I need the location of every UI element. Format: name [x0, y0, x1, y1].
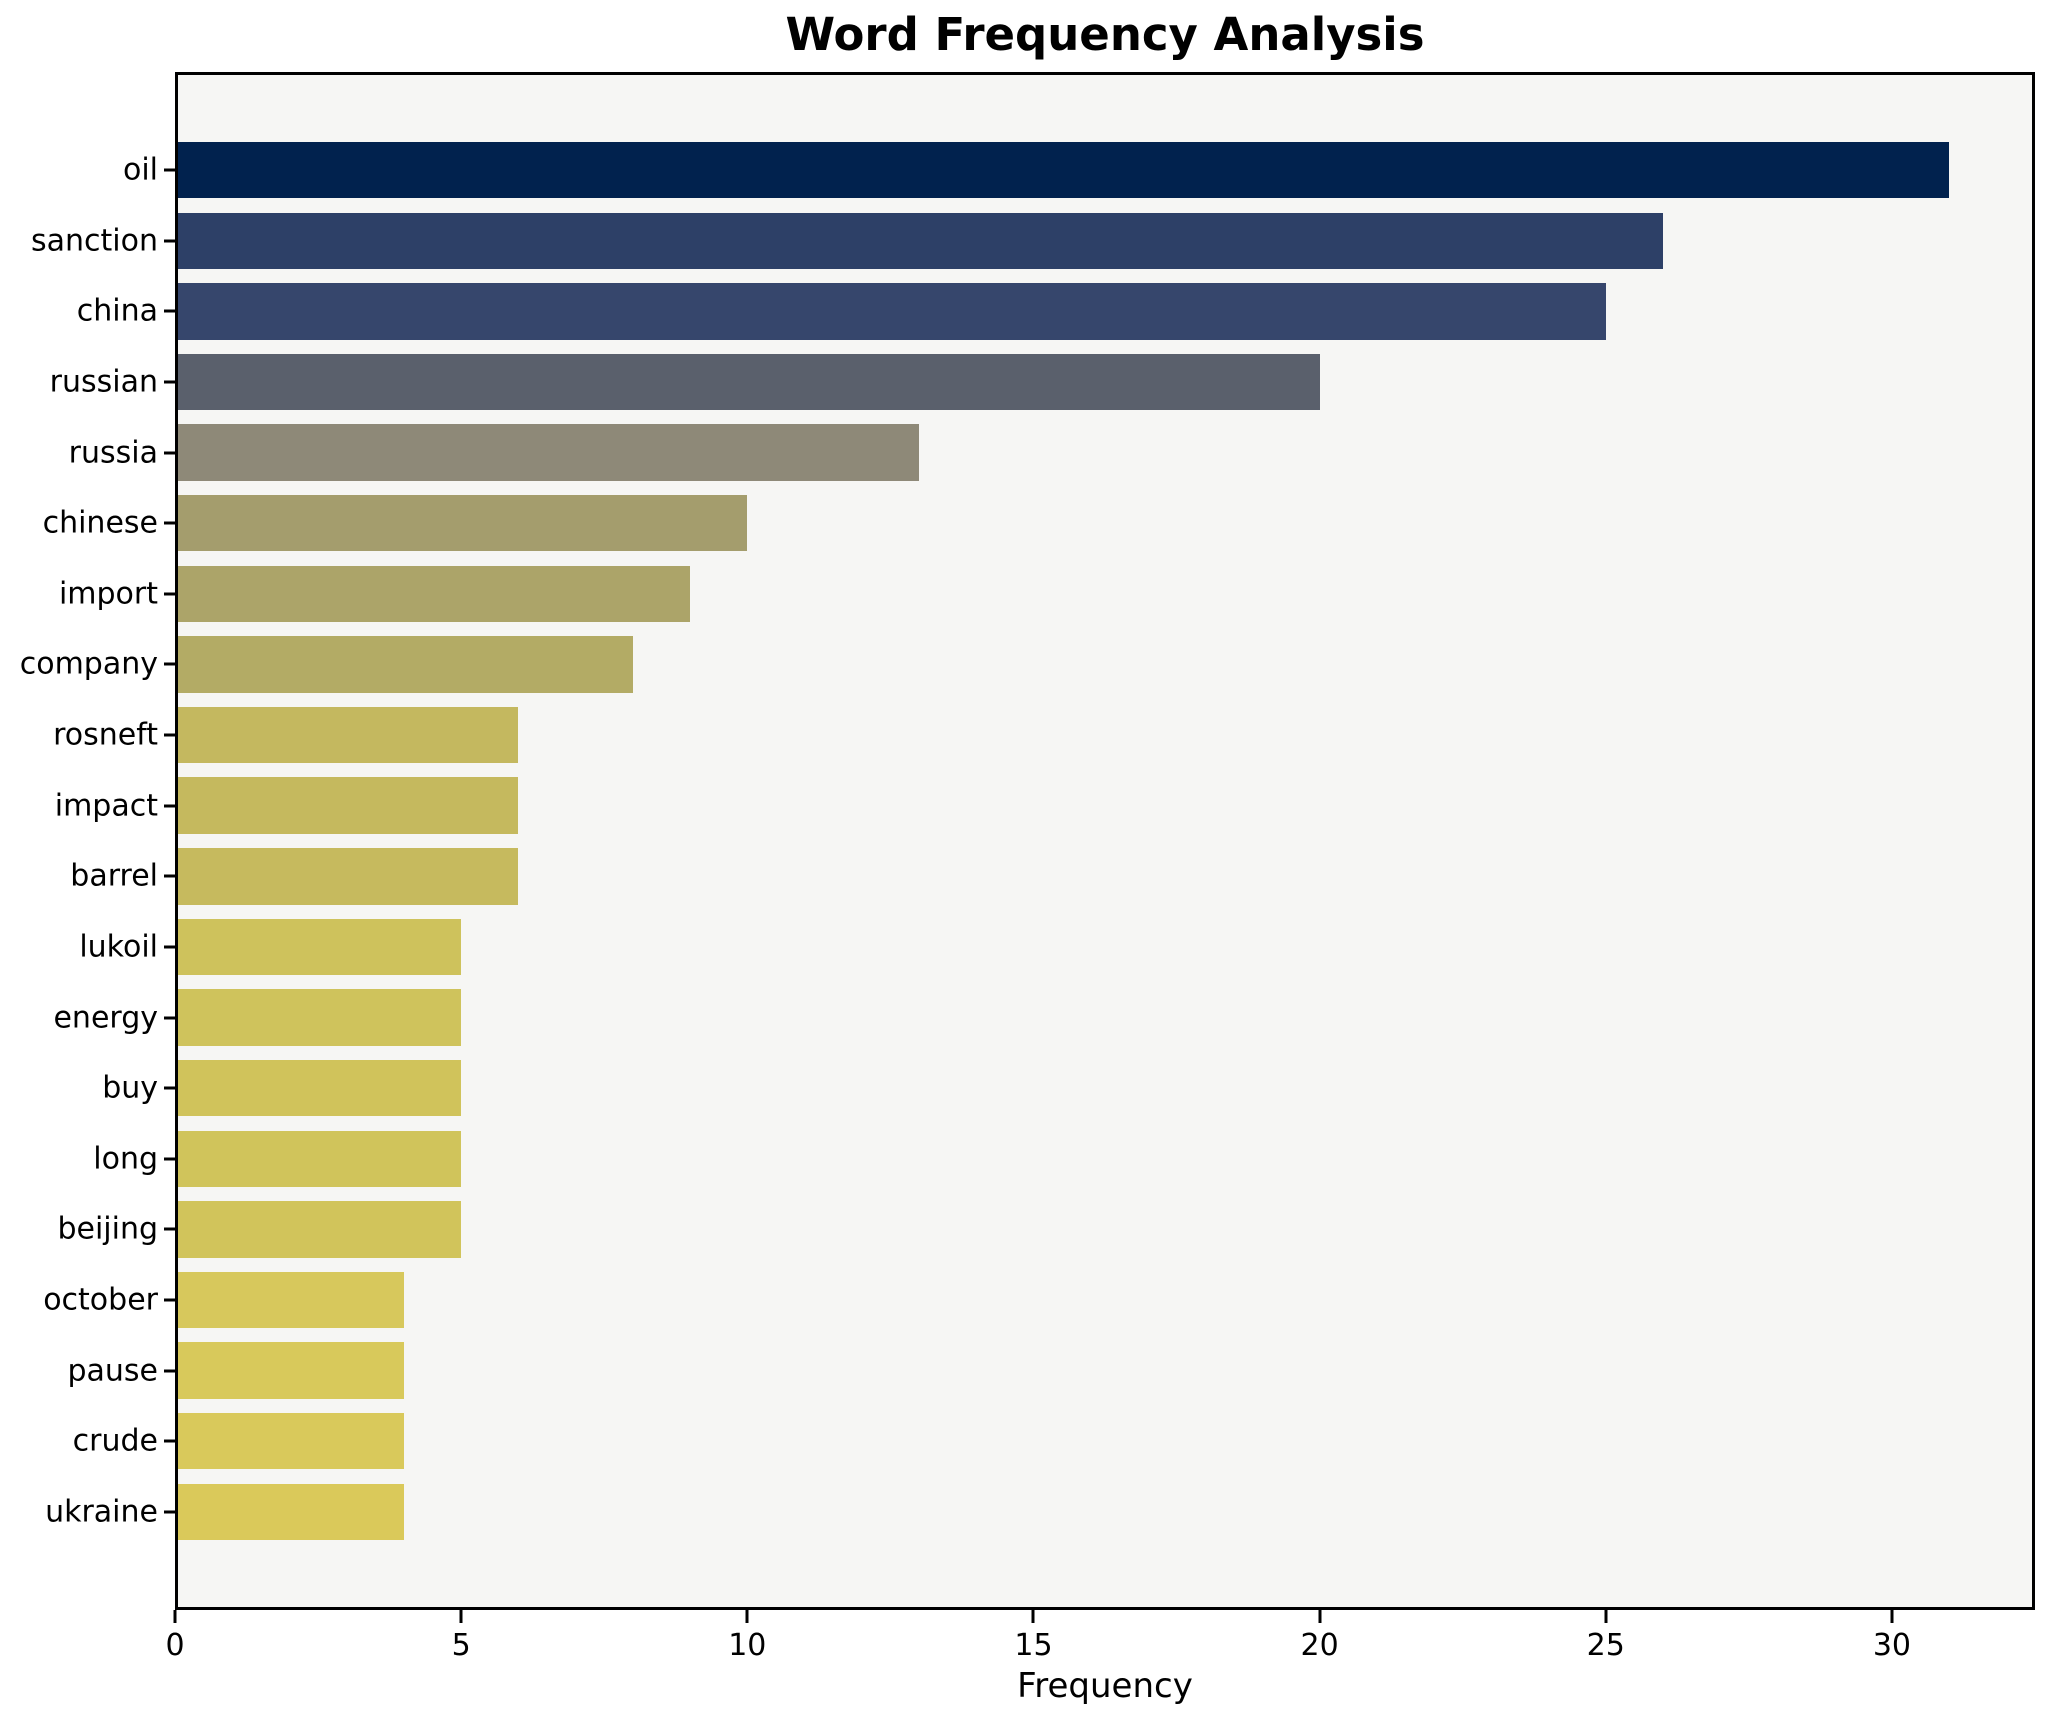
y-tick-mark [164, 1369, 175, 1373]
x-axis-label: Frequency [1017, 1666, 1193, 1706]
x-tick-mark [1318, 1610, 1322, 1623]
y-tick-mark [164, 239, 175, 243]
y-tick-label-import: import [58, 576, 158, 612]
y-tick-label-impact: impact [54, 788, 158, 824]
x-tick-mark [1890, 1610, 1894, 1623]
y-tick-mark [164, 309, 175, 313]
y-tick-label-russian: russian [49, 364, 158, 400]
y-tick-mark [164, 592, 175, 596]
y-tick-mark [164, 1016, 175, 1020]
y-tick-mark [164, 874, 175, 878]
x-tick-label-15: 15 [1014, 1628, 1053, 1663]
y-tick-label-buy: buy [102, 1070, 158, 1106]
y-tick-label-energy: energy [53, 1000, 158, 1036]
y-tick-mark [164, 380, 175, 384]
y-tick-mark [164, 521, 175, 525]
bar-beijing [175, 1201, 462, 1258]
x-tick-label-10: 10 [728, 1628, 767, 1663]
y-tick-label-china: china [76, 293, 158, 329]
y-tick-label-long: long [93, 1141, 158, 1177]
y-tick-mark [164, 1227, 175, 1231]
x-tick-mark [1604, 1610, 1608, 1623]
bar-russia [175, 424, 919, 481]
x-tick-label-20: 20 [1300, 1628, 1339, 1663]
bar-crude [175, 1412, 404, 1470]
y-tick-label-ukraine: ukraine [45, 1494, 158, 1530]
bar-rosneft [175, 706, 519, 764]
y-tick-label-oil: oil [122, 152, 158, 188]
bar-energy [175, 989, 462, 1046]
chart-title: Word Frequency Analysis [785, 8, 1425, 61]
bar-import [175, 565, 691, 623]
bar-buy [175, 1059, 462, 1117]
y-tick-mark [164, 1439, 175, 1443]
y-tick-label-pause: pause [67, 1353, 158, 1389]
y-tick-mark [164, 733, 175, 737]
y-tick-mark [164, 1086, 175, 1090]
x-tick-mark [745, 1610, 749, 1623]
y-tick-label-sanction: sanction [31, 223, 158, 259]
y-tick-mark [164, 804, 175, 808]
bar-sanction [175, 212, 1663, 269]
x-tick-label-25: 25 [1586, 1628, 1625, 1663]
y-tick-label-crude: crude [72, 1423, 158, 1459]
bar-lukoil [175, 918, 462, 976]
bar-long [175, 1130, 462, 1187]
y-tick-mark [164, 1157, 175, 1161]
y-tick-label-october: october [43, 1282, 158, 1318]
y-tick-label-lukoil: lukoil [79, 929, 158, 965]
bar-oil [175, 141, 1950, 199]
y-tick-mark [164, 662, 175, 666]
bar-company [175, 636, 633, 693]
x-tick-label-5: 5 [451, 1628, 471, 1663]
bar-pause [175, 1342, 404, 1399]
plot-area [175, 72, 2035, 1610]
y-tick-label-rosneft: rosneft [53, 717, 158, 753]
y-tick-mark [164, 945, 175, 949]
y-tick-label-barrel: barrel [70, 858, 158, 894]
bar-russian [175, 353, 1320, 411]
y-tick-label-russia: russia [68, 435, 158, 471]
y-tick-mark [164, 451, 175, 455]
y-tick-label-company: company [19, 646, 158, 682]
y-tick-label-beijing: beijing [57, 1211, 158, 1247]
x-tick-label-0: 0 [165, 1628, 185, 1663]
bar-ukraine [175, 1483, 404, 1541]
bar-october [175, 1271, 404, 1329]
bar-impact [175, 777, 519, 834]
y-tick-mark [164, 168, 175, 172]
bar-china [175, 283, 1606, 340]
bar-barrel [175, 848, 519, 905]
y-tick-mark [164, 1510, 175, 1514]
y-tick-label-chinese: chinese [42, 505, 158, 541]
x-tick-mark [1031, 1610, 1035, 1623]
x-tick-mark [173, 1610, 177, 1623]
x-tick-mark [459, 1610, 463, 1623]
x-tick-label-30: 30 [1872, 1628, 1912, 1663]
bar-chinese [175, 494, 748, 552]
y-tick-mark [164, 1298, 175, 1302]
